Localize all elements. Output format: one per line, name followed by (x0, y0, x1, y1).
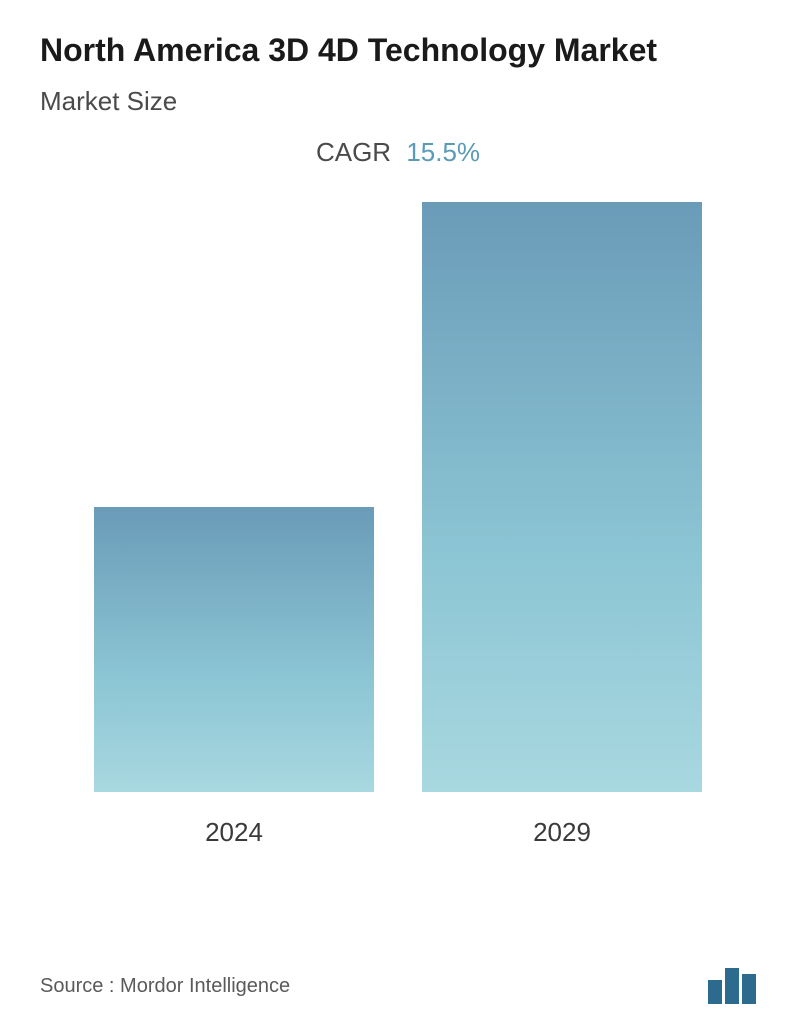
bar-0 (94, 507, 374, 792)
source-label: Source : (40, 975, 114, 997)
cagr-label: CAGR (316, 137, 391, 167)
bar-1 (422, 202, 702, 792)
footer: Source : Mordor Intelligence (40, 968, 756, 1004)
bar-container-1: 2029 (422, 202, 702, 848)
cagr-container: CAGR 15.5% (40, 137, 756, 168)
chart-title: North America 3D 4D Technology Market (40, 30, 756, 72)
bar-container-0: 2024 (94, 507, 374, 848)
bar-chart: 2024 2029 (40, 208, 756, 848)
bar-label-0: 2024 (205, 817, 263, 848)
logo-bar-icon (742, 974, 756, 1004)
source-name: Mordor Intelligence (120, 975, 290, 997)
cagr-value: 15.5% (406, 137, 480, 167)
logo-bar-icon (708, 980, 722, 1004)
source-text: Source : Mordor Intelligence (40, 975, 290, 998)
logo-bar-icon (725, 968, 739, 1004)
mordor-logo-icon (708, 968, 756, 1004)
chart-subtitle: Market Size (40, 86, 756, 117)
bar-label-1: 2029 (533, 817, 591, 848)
